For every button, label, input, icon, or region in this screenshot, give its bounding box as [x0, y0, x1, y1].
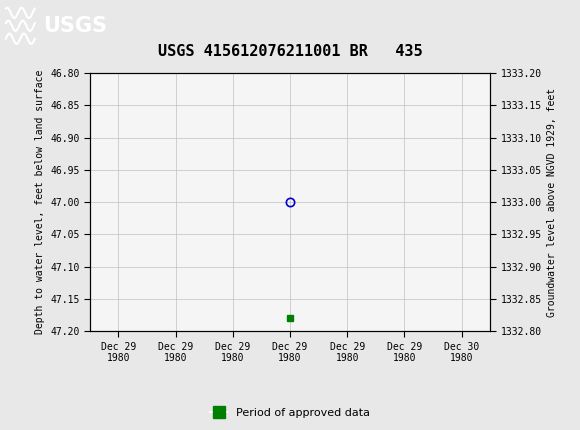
Y-axis label: Depth to water level, feet below land surface: Depth to water level, feet below land su…	[35, 70, 45, 334]
Text: USGS: USGS	[44, 16, 107, 36]
Y-axis label: Groundwater level above NGVD 1929, feet: Groundwater level above NGVD 1929, feet	[547, 88, 557, 316]
Text: USGS 415612076211001 BR   435: USGS 415612076211001 BR 435	[158, 44, 422, 59]
Legend: Period of approved data: Period of approved data	[206, 403, 374, 422]
